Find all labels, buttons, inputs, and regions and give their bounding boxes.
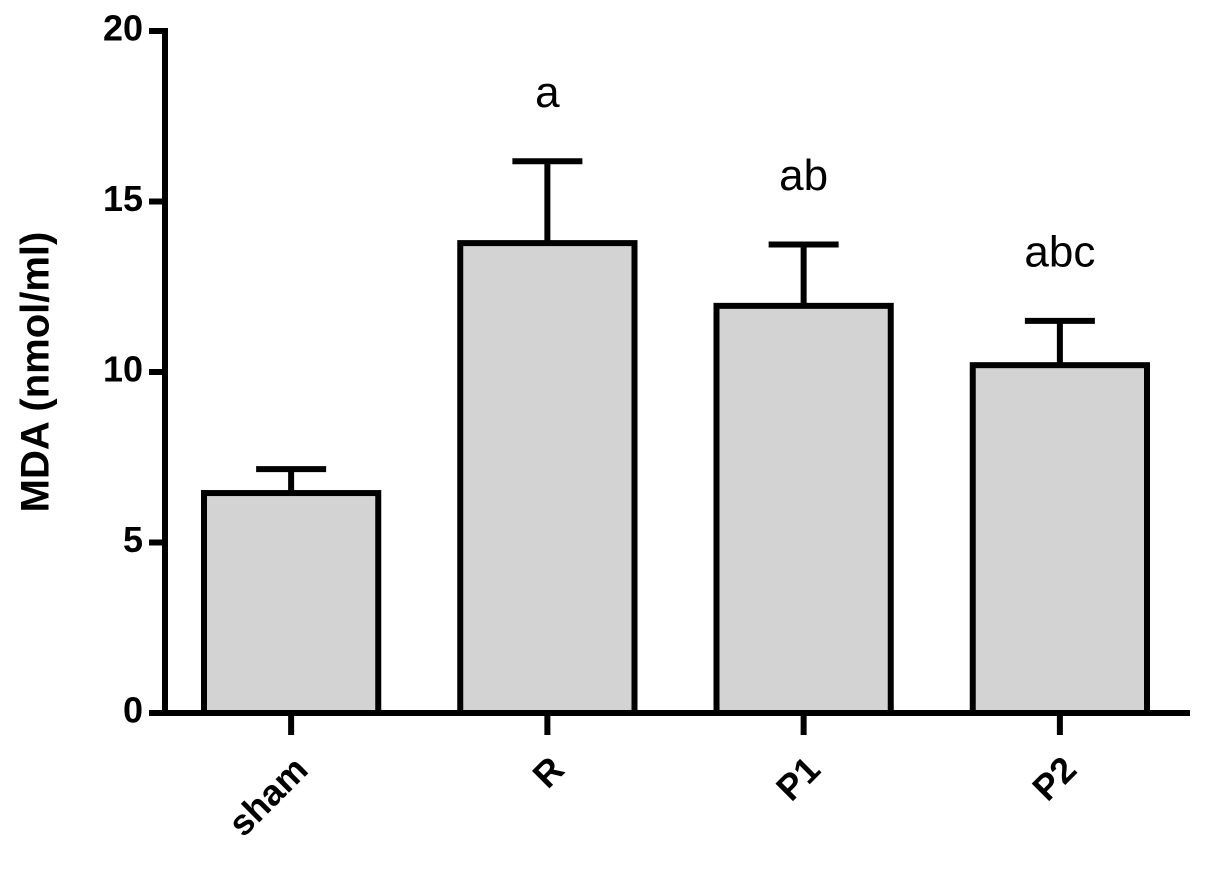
- bar: [201, 490, 382, 716]
- bar: [969, 362, 1150, 716]
- bar: [713, 302, 894, 716]
- x-tick-label: P1: [768, 748, 828, 808]
- y-tick-label: 20: [103, 8, 143, 49]
- annotation: ab: [779, 151, 828, 200]
- y-tick-label: 15: [103, 178, 143, 219]
- y-tick-label: 10: [103, 349, 143, 390]
- y-axis-label: MDA (nmol/ml): [14, 232, 58, 513]
- annotation: abc: [1024, 227, 1095, 276]
- x-tick-label: sham: [220, 748, 315, 843]
- annotation: a: [535, 68, 560, 117]
- x-tick-label: P2: [1024, 748, 1084, 808]
- x-tick-label: R: [524, 748, 571, 795]
- bar: [457, 240, 638, 717]
- y-tick-label: 0: [123, 690, 143, 731]
- y-tick-label: 5: [123, 519, 143, 560]
